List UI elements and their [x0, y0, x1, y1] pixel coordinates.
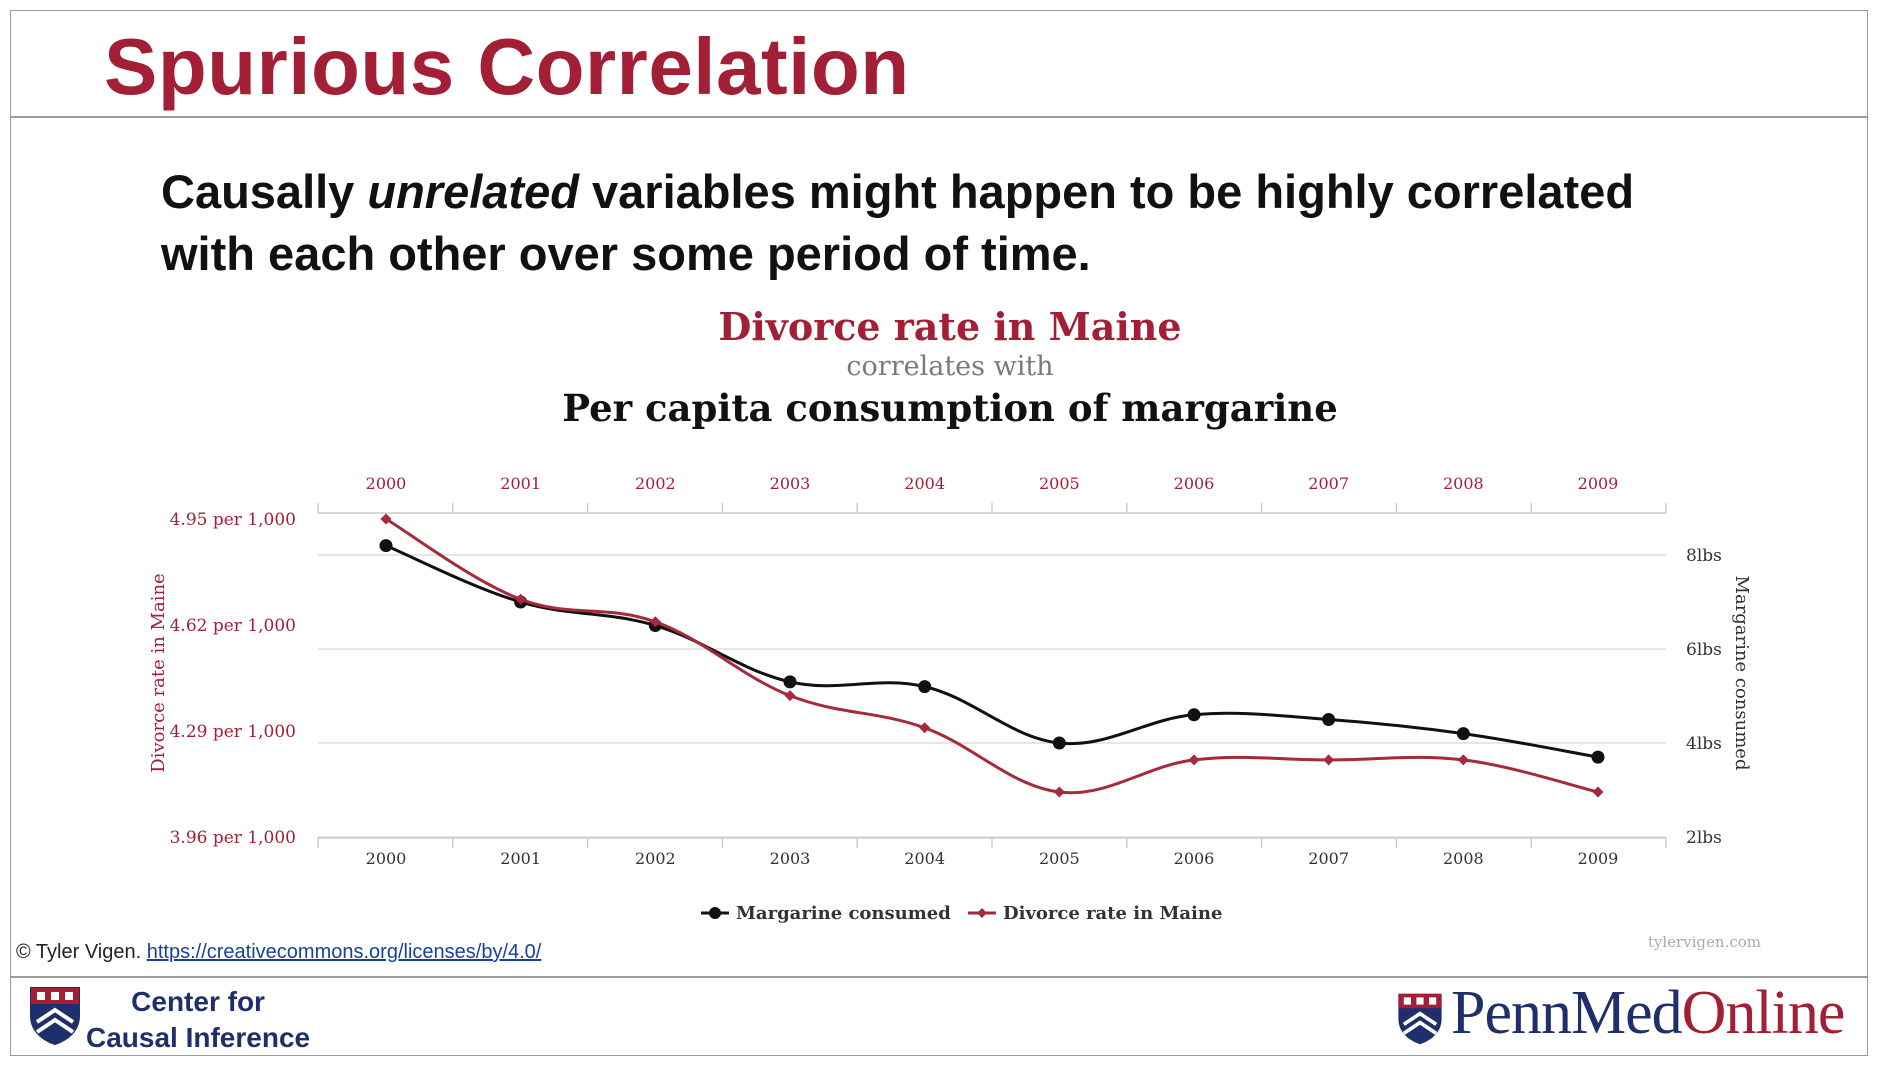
- x-tick-label-top: 2002: [635, 474, 676, 493]
- data-point-margarine: [918, 680, 932, 694]
- license-link[interactable]: https://creativecommons.org/licenses/by/…: [146, 941, 542, 963]
- left-axis-title: Divorce rate in Maine: [148, 573, 169, 772]
- series-line-margarine: [385, 544, 1599, 759]
- attribution-text: © Tyler Vigen.: [16, 941, 147, 963]
- x-tick-label-top: 2008: [1443, 474, 1484, 493]
- left-tick-label: 4.62 per 1,000: [170, 616, 296, 636]
- slide-title: Spurious Correlation: [104, 22, 910, 111]
- cci-line2: Causal Inference: [86, 1022, 311, 1053]
- legend-label: Divorce rate in Maine: [1003, 903, 1222, 924]
- data-point-margarine: [783, 675, 797, 689]
- penn-logo-part2: Online: [1681, 979, 1846, 1047]
- body-text-emphasis: unrelated: [367, 165, 579, 218]
- chart-title-2: Per capita consumption of margarine: [562, 386, 1338, 430]
- right-tick-label: 4lbs: [1686, 734, 1722, 754]
- cci-line1: Center for: [131, 986, 265, 1017]
- x-tick-label-bottom: 2004: [904, 849, 945, 868]
- slide-body-text: Causally unrelated variables might happe…: [161, 161, 1661, 285]
- x-tick-label-top: 2000: [366, 474, 407, 493]
- right-tick-label: 2lbs: [1686, 828, 1722, 848]
- x-tick-label-top: 2007: [1308, 474, 1349, 493]
- right-axis-title: Margarine consumed: [1731, 576, 1752, 771]
- title-bar: Spurious Correlation: [11, 11, 1867, 118]
- right-tick-label: 6lbs: [1686, 640, 1722, 660]
- body-text-part1: Causally: [161, 165, 368, 218]
- data-point-divorce: [1457, 754, 1469, 766]
- data-point-divorce: [1323, 754, 1335, 766]
- x-tick-label-bottom: 2000: [366, 849, 407, 868]
- x-tick-label-top: 2003: [770, 474, 811, 493]
- data-point-margarine: [1187, 708, 1201, 722]
- x-tick-label-bottom: 2002: [635, 849, 676, 868]
- attribution: © Tyler Vigen. https://creativecommons.o…: [16, 941, 541, 964]
- data-point-divorce: [380, 513, 392, 525]
- x-tick-label-top: 2001: [500, 474, 541, 493]
- series-line-divorce: [385, 517, 1599, 795]
- penn-shield-icon-right: [1398, 993, 1442, 1045]
- x-tick-label-bottom: 2006: [1174, 849, 1215, 868]
- legend-marker-circle: [709, 907, 721, 919]
- data-point-divorce: [1592, 786, 1604, 798]
- data-point-divorce: [919, 722, 931, 734]
- body-text-part2: variables might happen to be highly corr…: [161, 165, 1635, 280]
- x-tick-label-top: 2006: [1174, 474, 1215, 493]
- penn-shield-icon: [30, 987, 80, 1046]
- x-tick-label-bottom: 2007: [1308, 849, 1349, 868]
- data-point-divorce: [1053, 786, 1065, 798]
- data-point-margarine: [1456, 727, 1470, 741]
- penn-logo-part1: PennMed: [1451, 979, 1683, 1047]
- x-tick-label-bottom: 2003: [770, 849, 811, 868]
- x-tick-label-top: 2004: [904, 474, 945, 493]
- chart-container: Divorce rate in Maine correlates with Pe…: [11, 301, 1867, 991]
- slide: Spurious Correlation Causally unrelated …: [10, 10, 1868, 1056]
- x-tick-label-bottom: 2001: [500, 849, 541, 868]
- line-chart: 2000 2000 2001 2001 2002 2002 2003 2003 2004 2004…: [148, 474, 1761, 951]
- x-tick-label-bottom: 2009: [1578, 849, 1619, 868]
- x-tick-label-top: 2005: [1039, 474, 1080, 493]
- legend-marker-diamond: [977, 908, 987, 918]
- x-tick-label-top: 2009: [1578, 474, 1619, 493]
- chart-watermark: tylervigen.com: [1648, 933, 1761, 951]
- left-tick-label: 4.95 per 1,000: [170, 510, 296, 530]
- pennmedonline-logo: PennMedOnline: [1451, 978, 1846, 1049]
- data-point-margarine: [1052, 736, 1066, 750]
- data-point-divorce: [515, 593, 527, 605]
- left-tick-label: 4.29 per 1,000: [170, 722, 296, 742]
- data-point-divorce: [1188, 754, 1200, 766]
- legend-label: Margarine consumed: [736, 903, 951, 924]
- left-tick-label: 3.96 per 1,000: [170, 828, 296, 848]
- data-point-margarine: [1322, 713, 1336, 726]
- chart-subtitle: correlates with: [846, 351, 1054, 382]
- right-tick-label: 8lbs: [1686, 546, 1722, 566]
- data-point-margarine: [1591, 750, 1605, 764]
- cci-name: Center for Causal Inference: [86, 984, 311, 1055]
- data-point-margarine: [379, 539, 393, 553]
- footer: Center for Causal Inference PennMedOnlin…: [11, 976, 1867, 1055]
- x-tick-label-bottom: 2005: [1039, 849, 1080, 868]
- x-tick-label-bottom: 2008: [1443, 849, 1484, 868]
- chart-title: Divorce rate in Maine: [718, 304, 1182, 349]
- data-point-divorce: [649, 616, 661, 628]
- data-point-divorce: [784, 690, 796, 702]
